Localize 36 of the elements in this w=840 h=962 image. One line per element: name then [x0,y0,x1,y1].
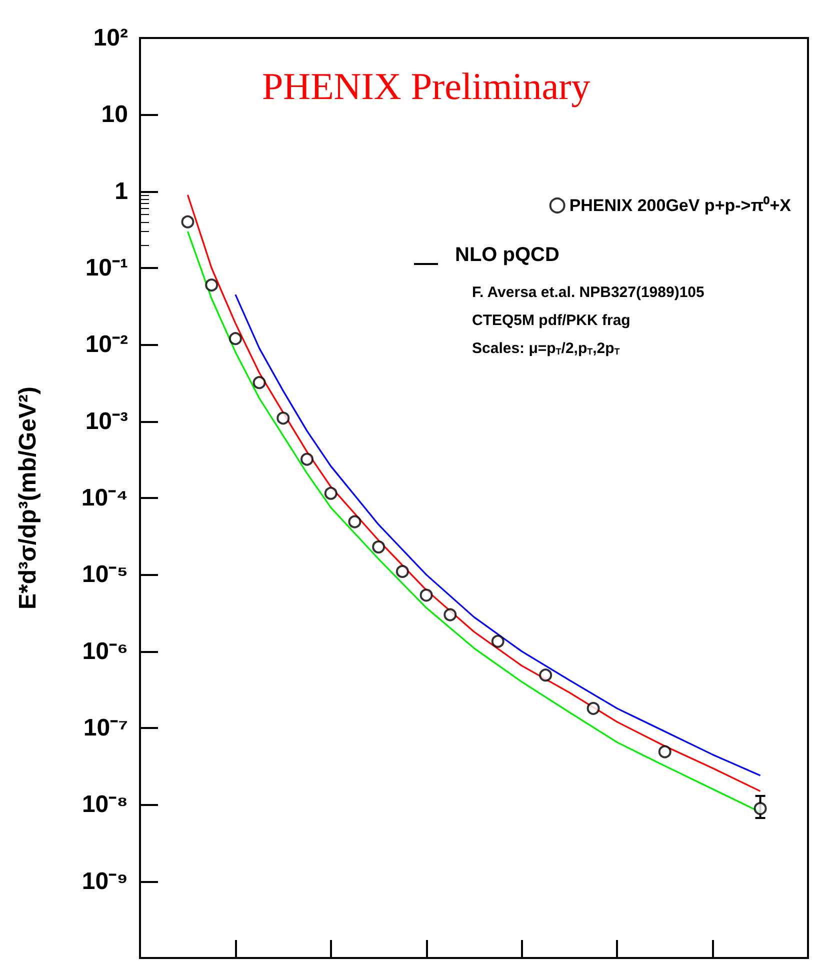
point [658,745,672,758]
point [181,215,194,228]
point [372,540,386,554]
y-tick-label: 10² [93,24,128,52]
point [324,486,338,500]
point [348,515,362,528]
y-tick-label: 1 [114,178,128,205]
point [491,634,504,648]
point [205,278,218,292]
y-axis-title: E*d³σ/dp³(mb/GeV²) [14,386,42,610]
y-tick-label: 10⁻⁹ [82,868,128,895]
point [396,564,409,578]
text: PHENIX Preliminary [262,66,590,108]
point [228,332,242,346]
y-tick-label: 10⁻⁶ [82,638,128,665]
point [586,702,600,715]
point [539,668,552,682]
point [754,802,767,816]
legend-label: PHENIX 200GeV p+p->π⁰+X [569,196,792,215]
annotation: F. Aversa et.al. NPB327(1989)105 [472,284,704,301]
point [276,412,290,425]
y-tick-label: 10⁻⁵ [82,561,128,588]
point [444,608,457,622]
y-tick-label: 10⁻⁴ [81,484,128,512]
y-tick-label: 10⁻² [85,331,128,358]
annotation: NLO pQCD [455,244,560,266]
y-tick-label: 10⁻¹ [85,254,128,282]
annotation: Scales: μ=pT/2,pT,2pT [472,340,620,357]
y-tick-label: 10⁻⁷ [83,714,128,742]
y-tick-label: 10⁻³ [85,408,128,435]
point [420,588,433,602]
y-tick-label: 10⁻⁸ [82,791,128,818]
y-tick-label: 10 [101,101,128,128]
point [252,376,266,390]
point [300,452,314,466]
annotation: CTEQ5M pdf/PKK frag [472,312,630,329]
